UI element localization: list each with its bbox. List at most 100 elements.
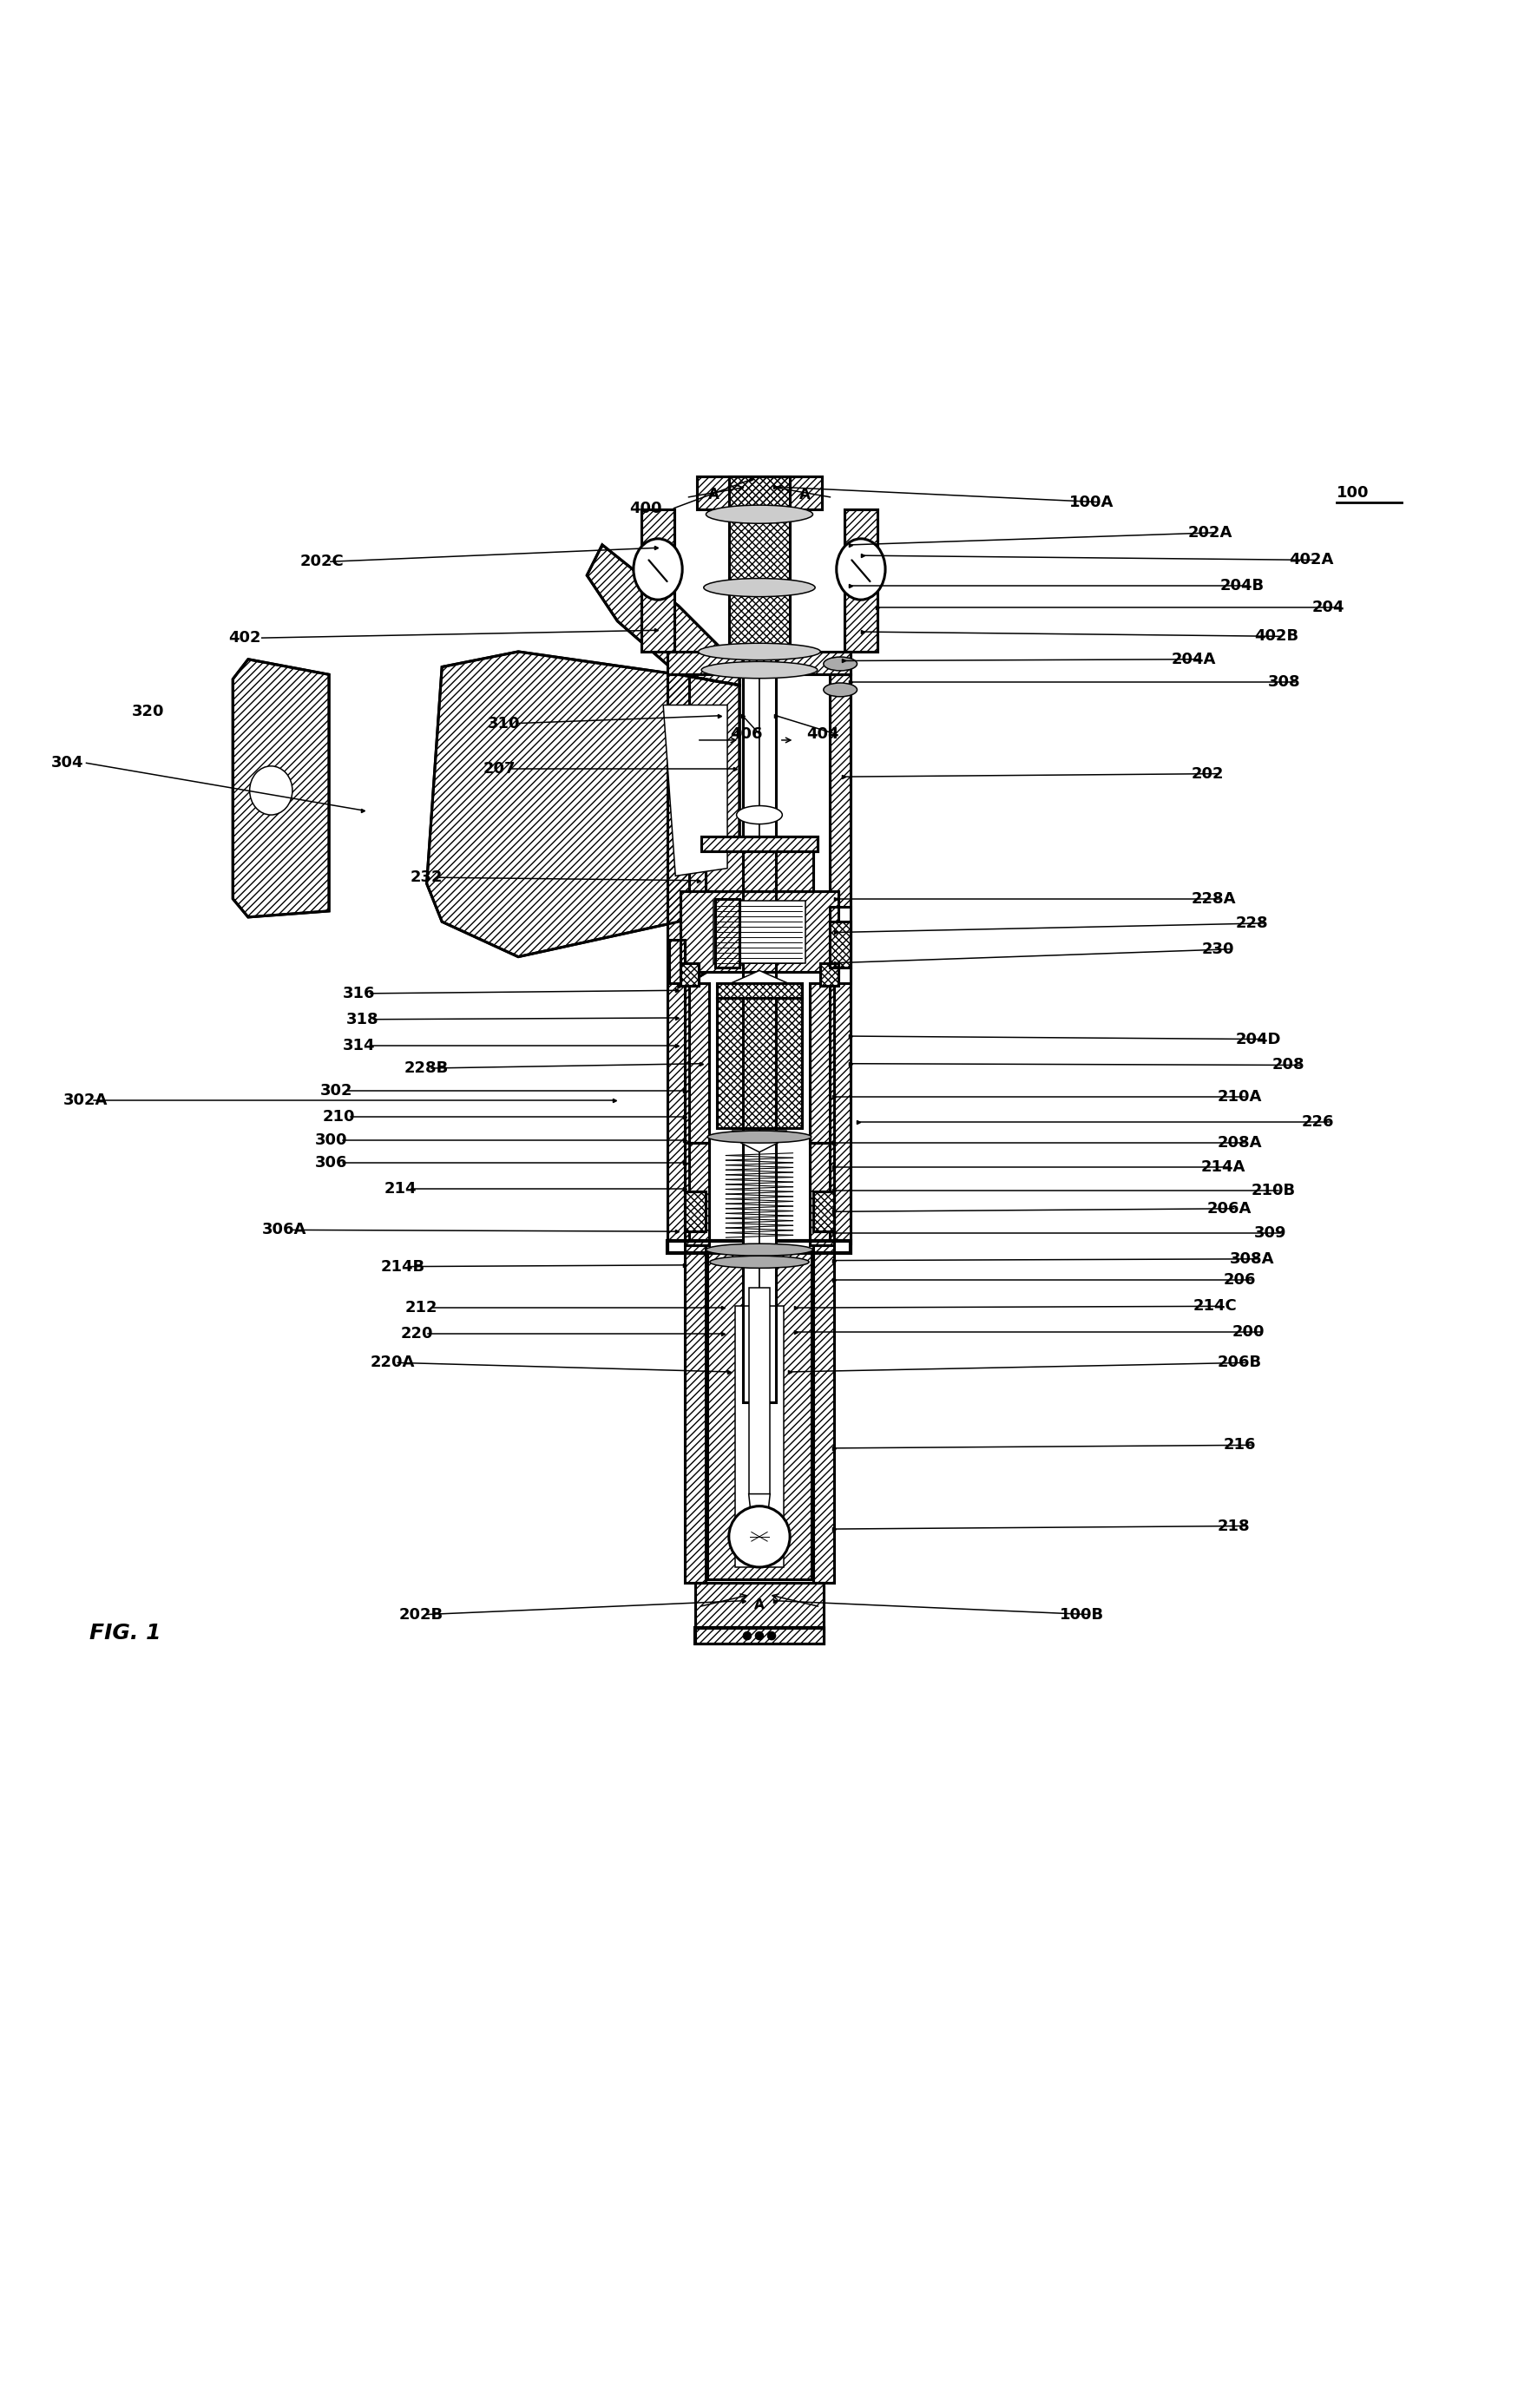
Polygon shape (233, 660, 329, 917)
Bar (641, 510, 675, 653)
Bar (729, 510, 790, 653)
Text: 304: 304 (51, 756, 84, 771)
Bar (743, 518, 759, 1401)
Text: 220A: 220A (371, 1356, 415, 1370)
Text: 402: 402 (228, 631, 260, 645)
Ellipse shape (698, 643, 821, 660)
Text: 204A: 204A (1171, 653, 1216, 667)
Text: 302A: 302A (63, 1093, 109, 1108)
Text: 100A: 100A (1069, 494, 1113, 510)
Bar (717, 997, 802, 1127)
Text: 216: 216 (1223, 1438, 1255, 1452)
Bar (830, 922, 851, 968)
Text: 210B: 210B (1251, 1182, 1295, 1199)
Circle shape (755, 1630, 764, 1640)
Polygon shape (717, 970, 802, 997)
Bar (697, 477, 822, 510)
Bar (706, 848, 813, 891)
Ellipse shape (710, 1257, 808, 1269)
Text: 306A: 306A (262, 1223, 306, 1238)
Circle shape (767, 1630, 776, 1640)
Text: 214B: 214B (381, 1259, 426, 1274)
Text: 226: 226 (1301, 1115, 1334, 1129)
Text: 402B: 402B (1254, 628, 1298, 645)
Bar (830, 922, 851, 968)
Text: 208A: 208A (1217, 1134, 1262, 1151)
Text: 318: 318 (346, 1011, 378, 1028)
Bar (668, 653, 851, 674)
Bar (707, 1247, 811, 1580)
Text: 220: 220 (401, 1327, 433, 1341)
Bar (715, 898, 739, 968)
Text: 228: 228 (1236, 915, 1268, 932)
Text: 206B: 206B (1217, 1356, 1262, 1370)
Polygon shape (749, 1493, 770, 1531)
Bar (830, 674, 851, 1243)
Bar (717, 982, 802, 997)
Bar (668, 1240, 851, 1252)
Polygon shape (586, 544, 739, 686)
Polygon shape (427, 653, 739, 956)
Text: 320: 320 (132, 703, 165, 720)
Text: 309: 309 (1254, 1226, 1286, 1240)
Text: 300: 300 (315, 1132, 348, 1149)
Text: 212: 212 (406, 1300, 438, 1315)
Bar (684, 1245, 706, 1582)
Bar (813, 1245, 834, 1582)
Circle shape (729, 1505, 790, 1568)
Bar (717, 997, 802, 1127)
Bar (669, 939, 684, 982)
Bar (668, 653, 851, 674)
Text: 100: 100 (1337, 484, 1369, 501)
Bar (729, 477, 790, 518)
Bar (680, 891, 839, 973)
Bar (813, 1245, 834, 1582)
Text: 202A: 202A (1188, 525, 1232, 539)
Text: 214: 214 (384, 1180, 416, 1197)
Bar (810, 1144, 834, 1245)
Text: 200: 200 (1232, 1324, 1265, 1339)
Bar (707, 1247, 811, 1580)
Bar (713, 901, 805, 963)
Text: FIG. 1: FIG. 1 (89, 1623, 161, 1642)
Text: 204: 204 (1312, 600, 1344, 614)
Bar (715, 898, 739, 968)
Text: 210: 210 (323, 1110, 355, 1125)
Bar (695, 1628, 824, 1642)
Text: A: A (707, 486, 720, 503)
Bar (830, 674, 851, 1243)
Text: 230: 230 (1202, 942, 1234, 956)
Text: 228A: 228A (1191, 891, 1236, 908)
Bar (684, 1245, 706, 1582)
Text: 406: 406 (730, 727, 762, 742)
Text: 402A: 402A (1289, 551, 1334, 568)
Text: 232: 232 (410, 869, 442, 886)
Bar (695, 1628, 824, 1642)
Text: 207: 207 (484, 761, 516, 778)
Polygon shape (678, 903, 739, 987)
Bar (668, 674, 689, 1243)
Bar (810, 1144, 834, 1245)
Bar (735, 1305, 784, 1568)
Bar (821, 963, 839, 985)
Text: 202B: 202B (400, 1606, 444, 1623)
Bar (706, 848, 813, 891)
Bar (821, 963, 839, 985)
Text: 218: 218 (1217, 1517, 1249, 1534)
Text: 214A: 214A (1200, 1161, 1245, 1175)
Bar (684, 1144, 709, 1245)
Ellipse shape (824, 684, 857, 696)
Bar (759, 518, 776, 1401)
Bar (684, 982, 709, 1144)
Bar (680, 963, 698, 985)
Text: 228B: 228B (404, 1060, 449, 1076)
Text: 202C: 202C (300, 554, 344, 568)
Ellipse shape (707, 1132, 811, 1144)
Ellipse shape (704, 578, 814, 597)
Ellipse shape (824, 657, 857, 672)
Text: 306: 306 (315, 1156, 348, 1170)
Text: 100B: 100B (1059, 1606, 1104, 1623)
Text: 314: 314 (343, 1038, 375, 1052)
Bar (697, 477, 822, 510)
Bar (695, 1628, 824, 1642)
